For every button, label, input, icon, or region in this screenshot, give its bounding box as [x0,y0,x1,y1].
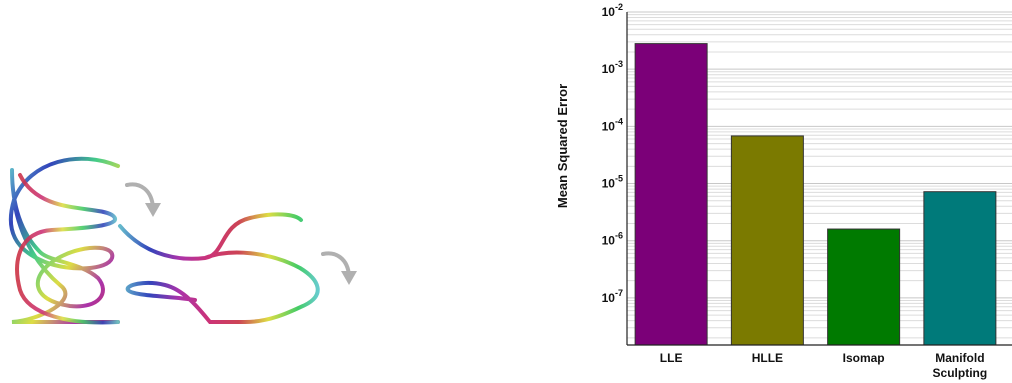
x-tick-labels: LLE HLLE Isomap Manifold Sculpting [660,351,987,380]
y-axis-label: Mean Squared Error [555,84,570,208]
curled-manifold-curve [8,156,120,324]
y-tick-label: 10-4 [602,116,623,133]
curved-arrow-icon [125,182,161,217]
mse-bar-chart: 10-7 10-6 10-5 10-4 10-3 10-2 LLE HLLE Isomap Ma… [555,2,1012,380]
axes [626,12,1012,346]
bar-isomap [827,228,901,346]
bars [634,43,997,346]
x-tick-label: Isomap [843,351,885,365]
y-tick-label: 10-5 [602,174,623,191]
manifold-illustration [8,156,547,325]
y-tick-label: 10-7 [602,288,623,305]
curled-manifold [8,156,120,325]
partially-unfolded-manifold [118,212,320,324]
bar-manifold-sculpting [923,191,997,346]
bar-lle [634,43,708,346]
y-tick-labels: 10-7 10-6 10-5 10-4 10-3 10-2 [602,2,623,305]
y-tick-label: 10-3 [602,59,623,76]
x-tick-label: Manifold Sculpting [933,351,988,380]
x-tick-label: HLLE [752,351,783,365]
curled-manifold-inner-loop [15,173,120,325]
x-tick-label: LLE [660,351,683,365]
y-tick-label: 10-6 [602,231,623,248]
curved-arrow-icon [321,251,357,285]
unfolded-manifold-curve [118,212,320,324]
bar-hlle [730,135,804,346]
y-tick-label: 10-2 [602,2,623,19]
